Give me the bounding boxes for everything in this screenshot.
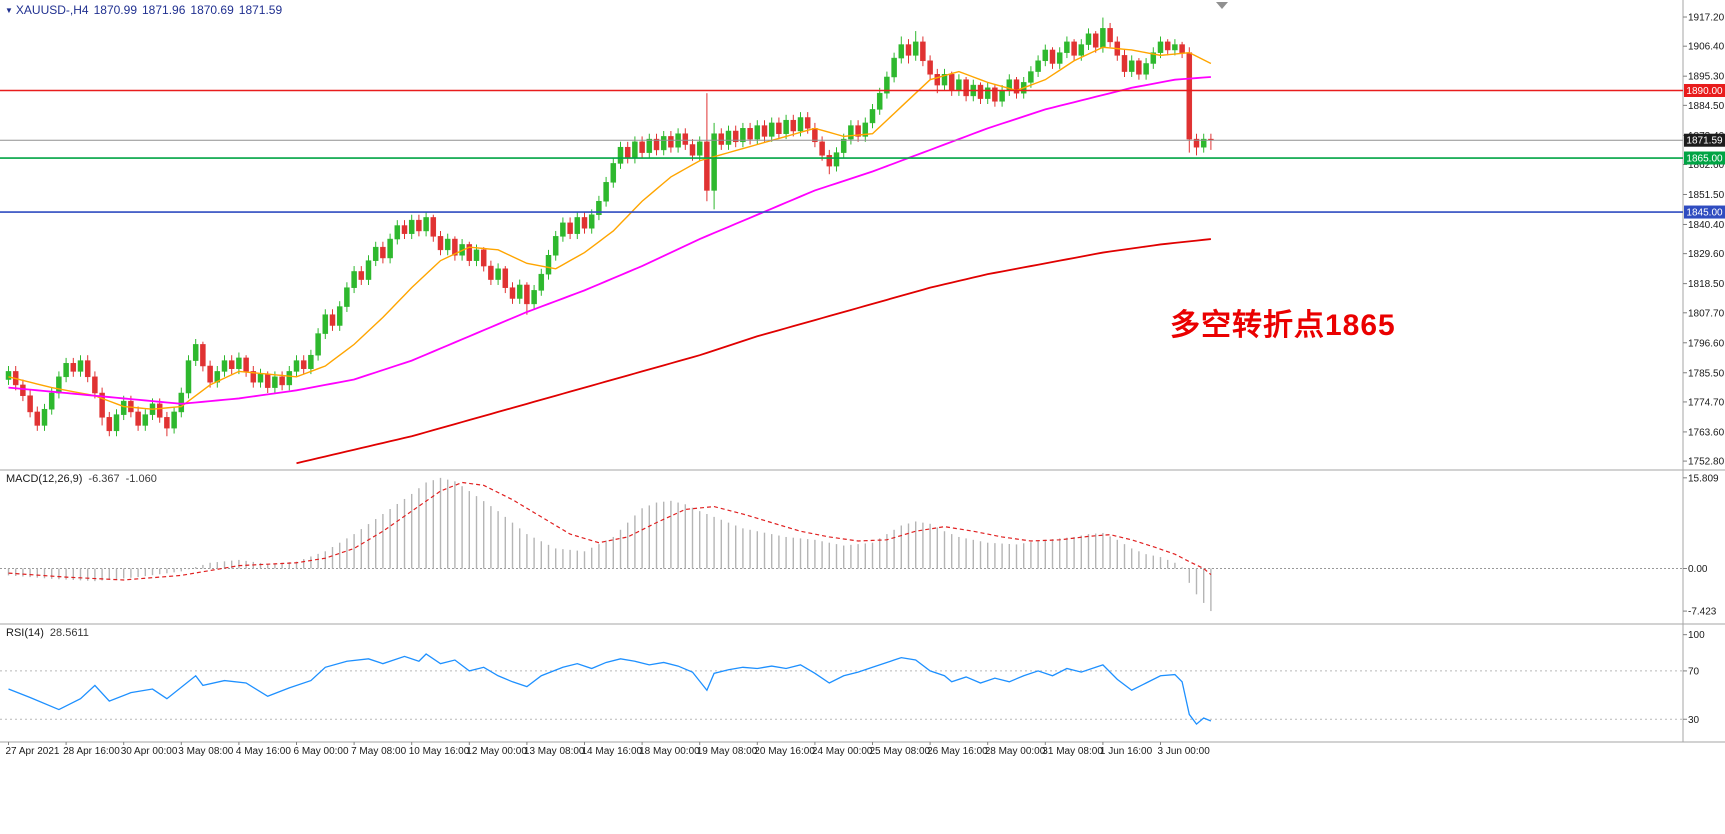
- svg-text:28 May 00:00: 28 May 00:00: [985, 746, 1046, 757]
- ma-slow-red: [296, 238, 1211, 465]
- svg-text:1845.00: 1845.00: [1686, 208, 1723, 219]
- ohlc-high: 1871.96: [142, 3, 186, 17]
- svg-text:30: 30: [1688, 715, 1700, 726]
- macd-value-signal: -1.060: [125, 473, 157, 485]
- svg-text:31 May 08:00: 31 May 08:00: [1042, 746, 1103, 757]
- svg-text:1796.60: 1796.60: [1688, 338, 1725, 349]
- macd-name: MACD(12,26,9): [6, 473, 83, 485]
- svg-text:25 May 08:00: 25 May 08:00: [870, 746, 931, 757]
- svg-text:4 May 16:00: 4 May 16:00: [236, 746, 291, 757]
- svg-text:1871.59: 1871.59: [1686, 136, 1723, 147]
- svg-text:100: 100: [1688, 630, 1705, 641]
- svg-text:70: 70: [1688, 666, 1700, 677]
- chart-title: ▼ XAUUSD-,H4 1870.99 1871.96 1870.69 1871.59: [5, 3, 282, 17]
- svg-text:28 Apr 16:00: 28 Apr 16:00: [63, 746, 120, 757]
- svg-text:6 May 00:00: 6 May 00:00: [294, 746, 349, 757]
- svg-text:20 May 16:00: 20 May 16:00: [754, 746, 815, 757]
- svg-text:1895.30: 1895.30: [1688, 72, 1725, 83]
- ma-fast-orange: [8, 46, 1212, 410]
- svg-text:1752.80: 1752.80: [1688, 457, 1725, 468]
- shift-marker-icon[interactable]: [1216, 2, 1228, 9]
- svg-text:19 May 08:00: 19 May 08:00: [697, 746, 758, 757]
- svg-text:1818.50: 1818.50: [1688, 279, 1725, 290]
- svg-text:15.809: 15.809: [1688, 473, 1719, 484]
- svg-text:7 May 08:00: 7 May 08:00: [351, 746, 406, 757]
- svg-text:1 Jun 16:00: 1 Jun 16:00: [1100, 746, 1153, 757]
- candles-layer[interactable]: [5, 17, 1214, 437]
- svg-text:12 May 00:00: 12 May 00:00: [466, 746, 527, 757]
- macd-value-main: -6.367: [88, 473, 120, 485]
- svg-text:1807.70: 1807.70: [1688, 308, 1725, 319]
- svg-text:1840.40: 1840.40: [1688, 220, 1725, 231]
- ohlc-low: 1870.69: [190, 3, 234, 17]
- svg-text:30 Apr 00:00: 30 Apr 00:00: [121, 746, 178, 757]
- rsi-indicator-label: RSI(14) 28.5611: [6, 627, 89, 639]
- ohlc-open: 1870.99: [93, 3, 137, 17]
- svg-text:1785.50: 1785.50: [1688, 368, 1725, 379]
- svg-text:1890.00: 1890.00: [1686, 86, 1723, 97]
- svg-text:18 May 00:00: 18 May 00:00: [639, 746, 700, 757]
- svg-text:14 May 16:00: 14 May 16:00: [582, 746, 643, 757]
- svg-text:26 May 16:00: 26 May 16:00: [927, 746, 988, 757]
- rsi-panel[interactable]: 100 70 30: [0, 630, 1705, 726]
- svg-text:27 Apr 2021: 27 Apr 2021: [6, 746, 60, 757]
- ma-mid-magenta: [8, 76, 1211, 405]
- macd-indicator-label: MACD(12,26,9) -6.367 -1.060: [6, 473, 157, 485]
- svg-text:13 May 08:00: 13 May 08:00: [524, 746, 585, 757]
- svg-text:10 May 16:00: 10 May 16:00: [409, 746, 470, 757]
- price-axis[interactable]: 1917.201906.401895.301884.501873.401862.…: [1683, 13, 1725, 468]
- time-axis[interactable]: 27 Apr 2021 28 Apr 16:00 30 Apr 00:00 3 May…: [6, 742, 1211, 757]
- rsi-name: RSI(14): [6, 627, 44, 639]
- rsi-value: 28.5611: [49, 627, 89, 639]
- svg-text:1763.60: 1763.60: [1688, 427, 1725, 438]
- svg-text:1917.20: 1917.20: [1688, 13, 1725, 24]
- collapse-icon[interactable]: ▼: [5, 6, 13, 15]
- svg-text:0.00: 0.00: [1688, 564, 1708, 575]
- ohlc-close: 1871.59: [238, 3, 283, 17]
- svg-text:1906.40: 1906.40: [1688, 42, 1725, 53]
- svg-text:24 May 00:00: 24 May 00:00: [812, 746, 873, 757]
- svg-text:-7.423: -7.423: [1688, 607, 1717, 618]
- macd-panel[interactable]: 15.809 0.00 -7.423: [0, 473, 1719, 618]
- svg-text:1829.60: 1829.60: [1688, 249, 1725, 260]
- svg-text:3 May 08:00: 3 May 08:00: [178, 746, 233, 757]
- svg-text:1774.70: 1774.70: [1688, 397, 1725, 408]
- panel-separators: [0, 0, 1725, 743]
- svg-text:1865.00: 1865.00: [1686, 154, 1723, 165]
- svg-text:1862.60: 1862.60: [1688, 160, 1725, 171]
- moving-averages-layer: [8, 46, 1212, 465]
- symbol-period: XAUUSD-,H4: [15, 3, 89, 17]
- svg-text:3 Jun 00:00: 3 Jun 00:00: [1158, 746, 1211, 757]
- svg-text:1884.50: 1884.50: [1688, 101, 1725, 112]
- svg-text:1851.50: 1851.50: [1688, 190, 1725, 201]
- chart-annotation-text: 多空转折点1865: [1170, 309, 1396, 342]
- hlines-layer[interactable]: 1890.00 1871.59 1865.00 1845.00: [0, 83, 1725, 219]
